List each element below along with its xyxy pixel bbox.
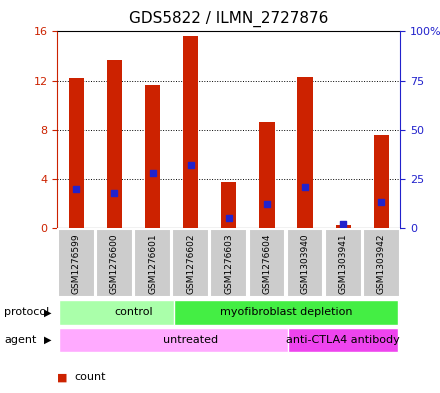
Text: GSM1276603: GSM1276603 (224, 233, 233, 294)
Text: GSM1303942: GSM1303942 (377, 233, 386, 294)
FancyBboxPatch shape (59, 328, 322, 352)
Bar (336, 226, 351, 228)
Bar (374, 134, 389, 228)
Bar (259, 122, 275, 228)
FancyBboxPatch shape (96, 230, 133, 297)
Point (111, 189, 118, 196)
FancyBboxPatch shape (249, 230, 285, 297)
Text: GSM1303941: GSM1303941 (339, 233, 348, 294)
Text: GSM1276601: GSM1276601 (148, 233, 157, 294)
FancyBboxPatch shape (288, 328, 399, 352)
FancyBboxPatch shape (172, 230, 209, 297)
Text: GSM1276600: GSM1276600 (110, 233, 119, 294)
Text: untreated: untreated (163, 335, 218, 345)
Bar (107, 60, 122, 228)
Text: myofibroblast depletion: myofibroblast depletion (220, 307, 352, 318)
FancyBboxPatch shape (363, 230, 400, 297)
Text: count: count (75, 372, 106, 382)
Bar (297, 77, 313, 228)
FancyBboxPatch shape (173, 300, 399, 325)
Point (187, 162, 194, 168)
FancyBboxPatch shape (325, 230, 362, 297)
Bar (69, 78, 84, 228)
Title: GDS5822 / ILMN_2727876: GDS5822 / ILMN_2727876 (129, 11, 329, 27)
FancyBboxPatch shape (58, 230, 95, 297)
Point (225, 215, 232, 221)
Text: GSM1276604: GSM1276604 (262, 233, 271, 294)
Point (340, 221, 347, 227)
FancyBboxPatch shape (59, 300, 208, 325)
Text: GSM1276602: GSM1276602 (186, 233, 195, 294)
Text: agent: agent (4, 335, 37, 345)
Text: ▶: ▶ (44, 307, 51, 318)
Point (149, 170, 156, 176)
FancyBboxPatch shape (210, 230, 247, 297)
Point (264, 201, 271, 208)
Point (301, 184, 308, 190)
Text: GSM1303940: GSM1303940 (301, 233, 310, 294)
Text: ▶: ▶ (44, 335, 51, 345)
Text: anti-CTLA4 antibody: anti-CTLA4 antibody (286, 335, 400, 345)
Text: protocol: protocol (4, 307, 50, 318)
Bar (221, 182, 236, 228)
Text: GSM1276599: GSM1276599 (72, 233, 81, 294)
FancyBboxPatch shape (134, 230, 171, 297)
Point (378, 199, 385, 206)
Bar (183, 37, 198, 228)
Text: control: control (114, 307, 153, 318)
Point (73, 185, 80, 192)
FancyBboxPatch shape (287, 230, 323, 297)
Bar (145, 86, 160, 228)
Text: ■: ■ (57, 372, 68, 382)
